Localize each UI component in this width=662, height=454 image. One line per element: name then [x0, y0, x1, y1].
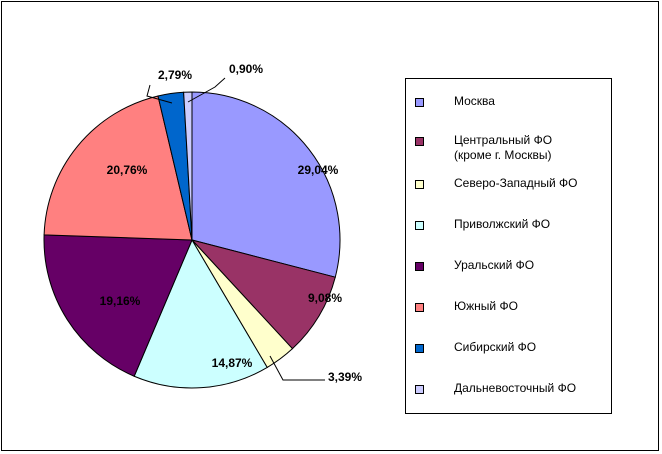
data-label: 20,76%: [107, 163, 148, 177]
legend-label: Дальневосточный ФО: [454, 381, 577, 395]
legend: Москва Центральный ФО (кроме г. Москвы) Сев…: [405, 78, 612, 414]
data-label: 29,04%: [298, 163, 339, 177]
data-label: 3,39%: [328, 370, 362, 384]
data-label: 14,87%: [212, 356, 253, 370]
data-label: 9,08%: [308, 291, 342, 305]
legend-swatch: [415, 98, 424, 107]
pie-slice: [183, 91, 193, 241]
data-label-leader-line: [146, 84, 173, 104]
legend-swatch: [415, 221, 424, 230]
legend-label: Северо-Западный ФО: [454, 176, 578, 190]
legend-label: Приволжский ФО: [454, 217, 551, 231]
legend-swatch: [415, 385, 424, 394]
legend-swatch: [415, 180, 424, 189]
pie-slice: [190, 239, 336, 350]
pie-slice: [133, 238, 268, 389]
pie-slice: [191, 91, 341, 278]
data-label-leader-line: [187, 77, 226, 103]
legend-swatch: [415, 303, 424, 312]
legend-label: Москва: [454, 94, 495, 108]
data-label: 2,79%: [158, 68, 192, 82]
legend-label: Южный ФО: [454, 299, 518, 313]
legend-label: Уральский ФО: [454, 258, 535, 272]
data-label-leader-line: [269, 355, 325, 381]
legend-label: Центральный ФО (кроме г. Москвы): [454, 133, 553, 162]
legend-label: Сибирский ФО: [454, 340, 537, 354]
legend-swatch: [415, 344, 424, 353]
pie-slice: [43, 95, 193, 241]
data-label: 19,16%: [100, 294, 141, 308]
legend-swatch: [415, 137, 424, 146]
data-label: 0,90%: [229, 62, 263, 76]
pie-slice: [43, 234, 193, 377]
legend-swatch: [415, 262, 424, 271]
